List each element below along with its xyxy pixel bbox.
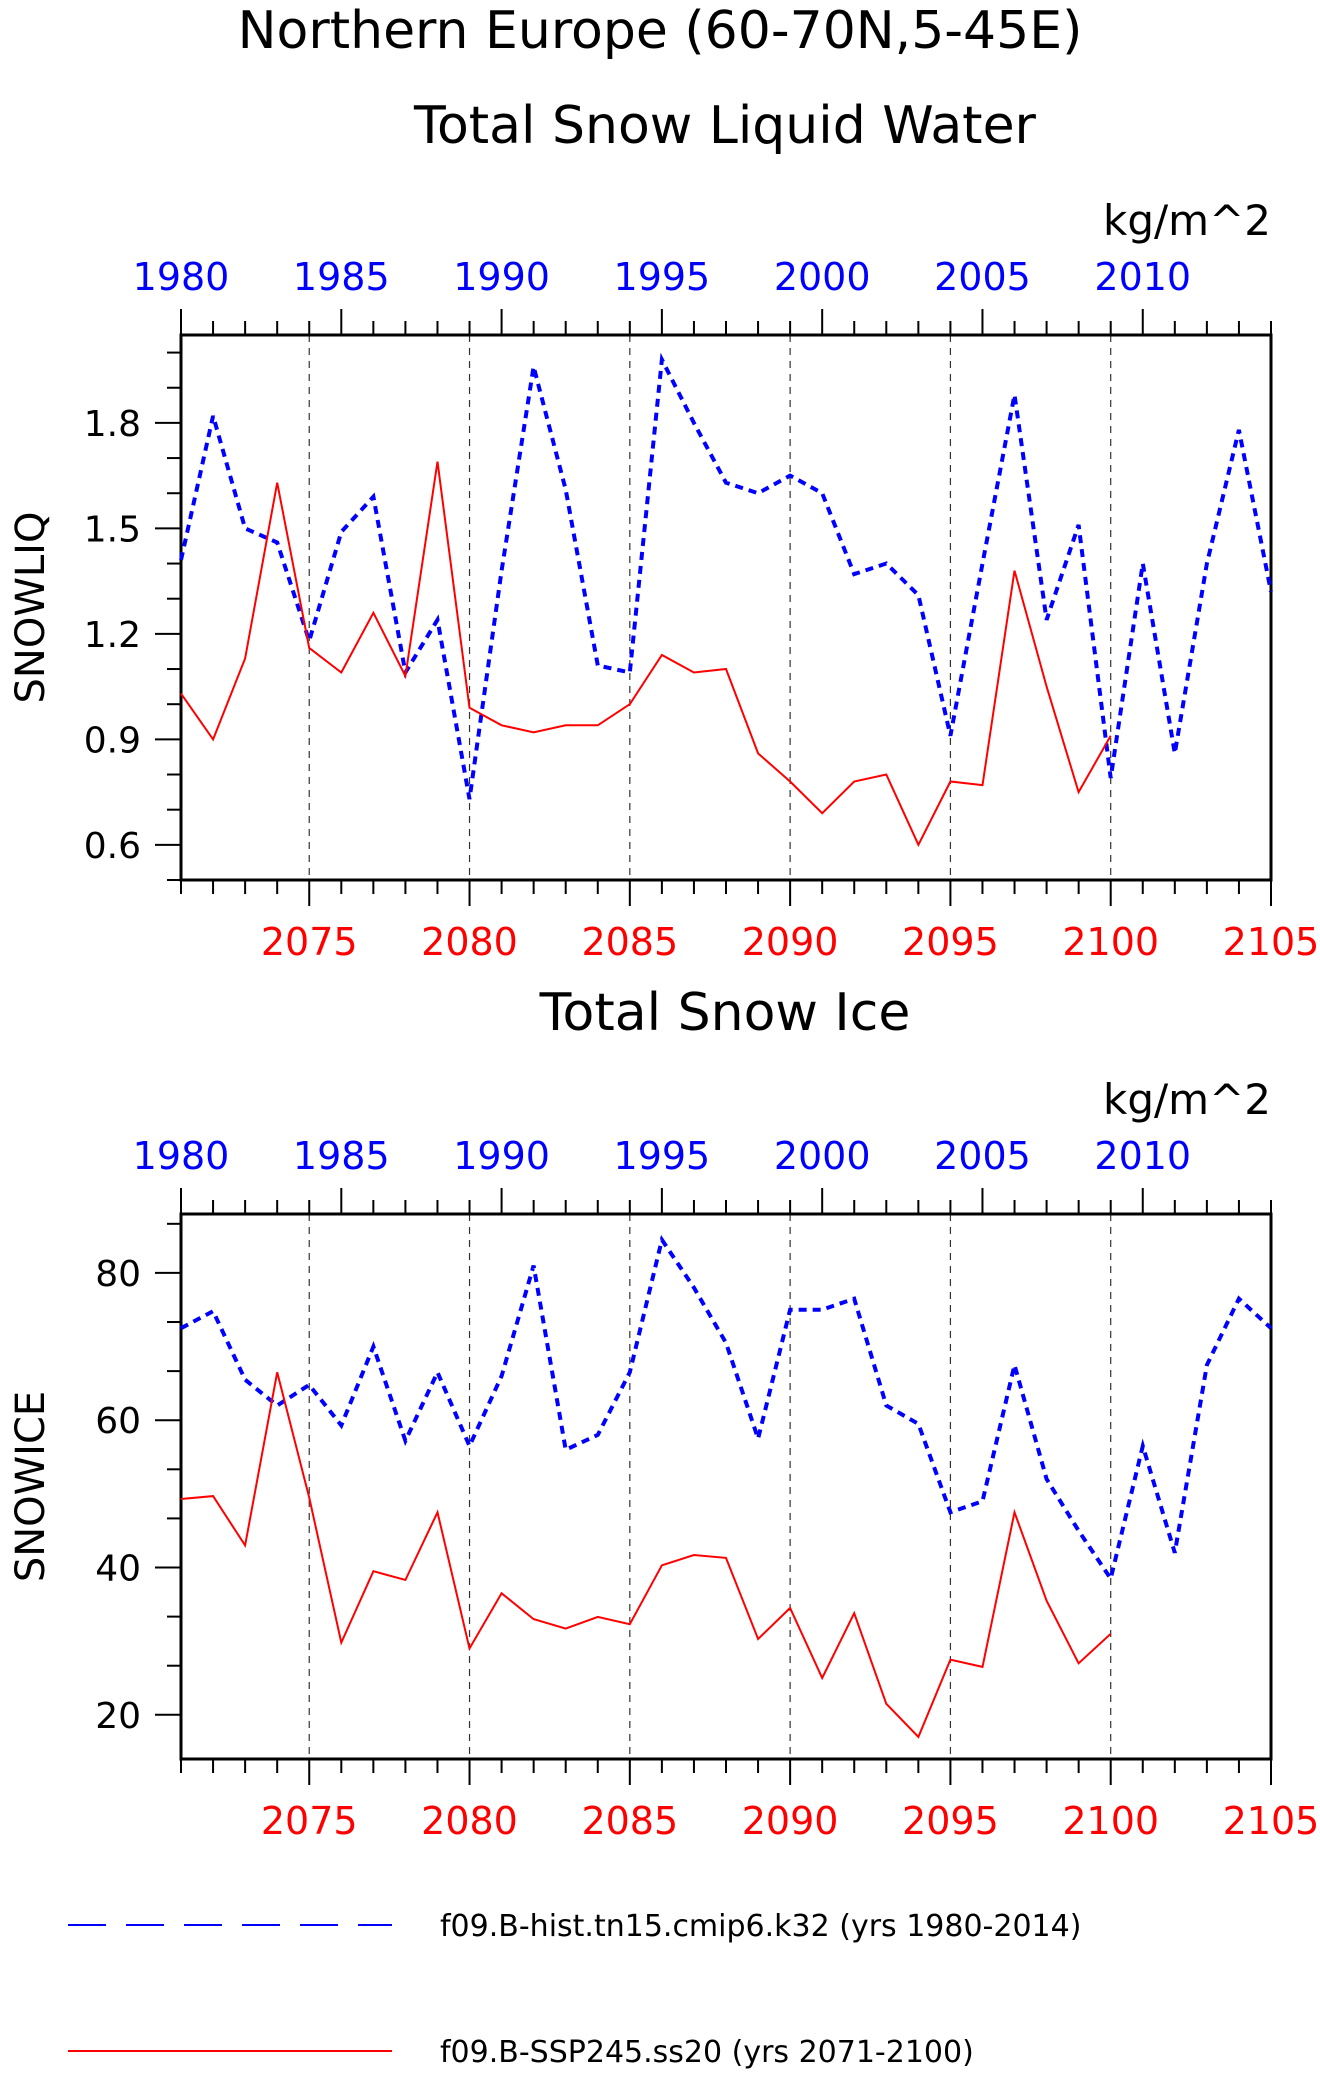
panel1-top-tick-label: 1990 [453, 255, 550, 299]
panel2-y-axis-label: SNOWICE [8, 1391, 54, 1582]
panel2-bottom-tick-label: 2080 [421, 1799, 518, 1843]
panel1-y-tick-label: 1.2 [84, 615, 141, 656]
panel1-y-tick-label: 1.5 [84, 509, 141, 550]
panel1-bottom-tick-label: 2090 [742, 920, 839, 964]
legend-hist-label: f09.B-hist.tn15.cmip6.k32 (yrs 1980-2014… [440, 1909, 1081, 1944]
panel2-y-tick-label: 40 [95, 1549, 141, 1590]
panel2-bottom-tick-label: 2075 [261, 1799, 358, 1843]
panel2-top-tick-label: 2010 [1094, 1134, 1191, 1178]
panel1-future-series-line [180, 461, 1112, 848]
panel2-bottom-tick-label: 2100 [1062, 1799, 1159, 1843]
panel1: 2075 2080 2085 2090 2095 2100 2105 1980 1985 1990… [8, 196, 1319, 964]
panel2-hist-series-line [180, 1234, 1273, 1584]
panel1-top-tick-label: 1980 [133, 255, 230, 299]
panel2-y-tick-label: 80 [95, 1254, 141, 1295]
panel1-bottom-tick-label: 2080 [421, 920, 518, 964]
panel1-y-axis-label: SNOWLIQ [8, 512, 54, 704]
panel1-hist-series-line [179, 352, 1273, 800]
panel2-bottom-tick-label: 2105 [1223, 1799, 1320, 1843]
panel1-y-tick-label: 0.9 [84, 720, 141, 761]
panel1-top-tick-label: 2010 [1094, 255, 1191, 299]
panel2-y-tick-label: 20 [95, 1696, 141, 1737]
legend-future-label: f09.B-SSP245.ss20 (yrs 2071-2100) [440, 2035, 974, 2070]
panel2-top-tick-label: 1990 [453, 1134, 550, 1178]
panel1-plot-frame [179, 333, 1273, 882]
panel2-y-tick-label: 60 [95, 1401, 141, 1442]
panel2-bottom-tick-label: 2090 [742, 1799, 839, 1843]
panel1-bottom-tick-label: 2085 [581, 920, 678, 964]
panel2-plot-frame [179, 1212, 1273, 1761]
panel2-units-label: kg/m^2 [1103, 1075, 1271, 1124]
panel2-bottom-tick-label: 2085 [581, 1799, 678, 1843]
panel1-bottom-tick-label: 2100 [1062, 920, 1159, 964]
panel1-units-label: kg/m^2 [1103, 196, 1271, 245]
panel1-top-tick-label: 2005 [934, 255, 1031, 299]
panel2-top-tick-label: 1985 [293, 1134, 390, 1178]
panel1-top-tick-label: 1985 [293, 255, 390, 299]
panel1-bottom-tick-label: 2105 [1223, 920, 1320, 964]
figure-title-line1: Northern Europe (60-70N,5-45E) [238, 1, 1083, 61]
panel1-bottom-tick-label: 2095 [902, 920, 999, 964]
panel2-title: Total Snow Ice [539, 983, 911, 1043]
panel1-bottom-tick-label: 2075 [261, 920, 358, 964]
panel1-title: Total Snow Liquid Water [413, 96, 1037, 156]
panel2-top-tick-label: 1980 [133, 1134, 230, 1178]
panel1-y-tick-label: 0.6 [84, 826, 141, 867]
legend: f09.B-hist.tn15.cmip6.k32 (yrs 1980-2014… [68, 1909, 1081, 2070]
panel2-bottom-tick-label: 2095 [902, 1799, 999, 1843]
panel2-future-series-line [180, 1372, 1112, 1739]
panel1-y-tick-label: 1.8 [84, 404, 141, 445]
panel1-top-tick-label: 1995 [614, 255, 711, 299]
panel1-top-tick-label: 2000 [774, 255, 871, 299]
panel2-top-tick-label: 1995 [614, 1134, 711, 1178]
panel2-top-tick-label: 2000 [774, 1134, 871, 1178]
panel2-top-tick-label: 2005 [934, 1134, 1031, 1178]
